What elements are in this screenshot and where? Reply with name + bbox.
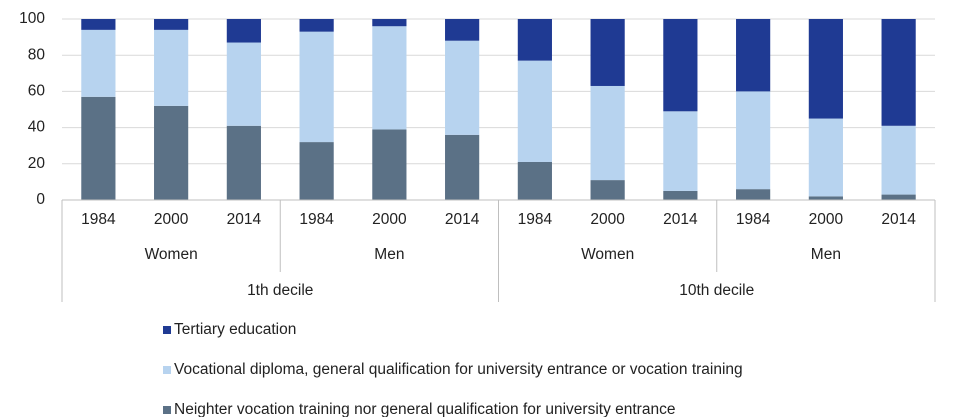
x-tick-label: 2014 [663, 211, 698, 228]
x-tick-label: 1984 [518, 211, 553, 228]
bar-segment [590, 180, 625, 200]
group-label: Women [581, 246, 634, 263]
bar-segment [299, 31, 334, 143]
y-tick-label: 40 [28, 119, 46, 136]
bar-segment [154, 105, 189, 200]
y-tick-label: 100 [19, 10, 45, 27]
bar-segment [590, 19, 625, 86]
bar-segment [736, 91, 771, 190]
bar-segment [372, 129, 407, 200]
group-label: Men [811, 246, 841, 263]
legend-label: Vocational diploma, general qualificatio… [174, 361, 743, 378]
bar-segment [590, 85, 625, 181]
bar-segment [372, 26, 407, 130]
y-tick-label: 20 [28, 155, 46, 172]
bar-segment [81, 96, 116, 200]
legend-label: Tertiary education [174, 321, 296, 338]
x-tick-label: 2000 [372, 211, 407, 228]
bar-segment [226, 125, 261, 200]
legend-label: Neighter vocation training nor general q… [174, 401, 675, 417]
x-tick-label: 2000 [590, 211, 625, 228]
x-tick-label: 2014 [227, 211, 262, 228]
bar-segment [808, 118, 843, 197]
y-tick-label: 0 [36, 191, 45, 208]
super-group-label: 1th decile [247, 282, 313, 299]
bar-segment [808, 19, 843, 119]
x-tick-label: 1984 [299, 211, 334, 228]
group-label: Women [145, 246, 198, 263]
bar-segment [445, 134, 480, 200]
y-tick-label: 80 [28, 46, 46, 63]
legend-swatch [163, 366, 171, 374]
bar-segment [226, 19, 261, 43]
group-label: Men [374, 246, 404, 263]
x-tick-label: 1984 [81, 211, 116, 228]
bar-segment [881, 125, 916, 195]
bar-segment [445, 19, 480, 41]
bar-segment [517, 60, 552, 162]
bar-segment [517, 161, 552, 200]
x-tick-label: 2014 [445, 211, 480, 228]
bar-segment [81, 29, 116, 97]
bar-segment [736, 19, 771, 92]
bar-segment [299, 19, 334, 32]
bar-segment [517, 19, 552, 61]
legend-swatch [163, 406, 171, 414]
x-tick-label: 2000 [809, 211, 844, 228]
bar-segment [881, 194, 916, 200]
bar-segment [154, 19, 189, 30]
y-tick-label: 60 [28, 82, 46, 99]
x-tick-label: 2014 [881, 211, 916, 228]
bar-segment [372, 19, 407, 27]
bar-segment [663, 111, 698, 191]
bar-segment [81, 19, 116, 30]
super-group-label: 10th decile [679, 282, 754, 299]
legend-swatch [163, 326, 171, 334]
bar-segment [445, 40, 480, 135]
bar-segment [154, 29, 189, 106]
bar-segment [663, 190, 698, 200]
x-tick-label: 1984 [736, 211, 771, 228]
bar-segment [226, 42, 261, 126]
bar-segment [663, 19, 698, 112]
bar-segment [299, 142, 334, 200]
x-tick-label: 2000 [154, 211, 189, 228]
bar-segment [808, 196, 843, 200]
bar-segment [881, 19, 916, 126]
bar-segment [736, 189, 771, 200]
